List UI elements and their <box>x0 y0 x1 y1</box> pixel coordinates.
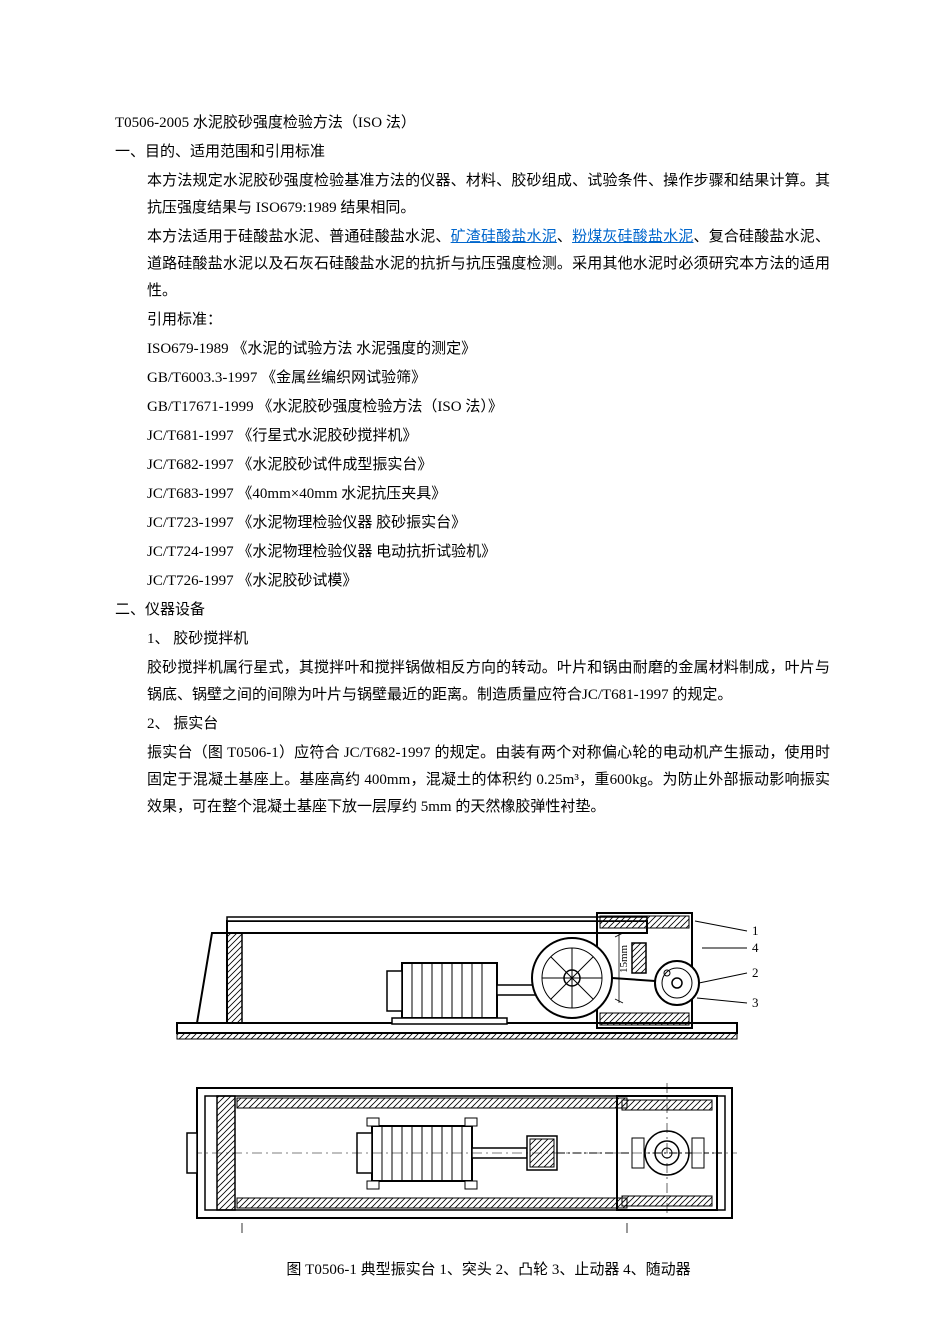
standard-item: GB/T6003.3-1997 《金属丝编织网试验筛》 <box>147 365 830 392</box>
standard-item: JC/T683-1997 《40mm×40mm 水泥抗压夹具》 <box>147 481 830 508</box>
standard-item: JC/T723-1997 《水泥物理检验仪器 胶砂振实台》 <box>147 510 830 537</box>
technical-diagram: 15mm 1 4 2 3 <box>147 863 827 1243</box>
callout-2: 2 <box>752 965 759 980</box>
standard-item: JC/T681-1997 《行星式水泥胶砂搅拌机》 <box>147 423 830 450</box>
item-1-heading: 1、 胶砂搅拌机 <box>147 626 830 653</box>
item-1-body: 胶砂搅拌机属行星式，其搅拌叶和搅拌锅做相反方向的转动。叶片和锅由耐磨的金属材料制… <box>147 655 830 709</box>
standard-item: JC/T682-1997 《水泥胶砂试件成型振实台》 <box>147 452 830 479</box>
item-2-body: 振实台（图 T0506-1）应符合 JC/T682-1997 的规定。由装有两个… <box>147 740 830 821</box>
para2-pre: 本方法适用于硅酸盐水泥、普通硅酸盐水泥、 <box>147 229 451 245</box>
figure-container: 15mm 1 4 2 3 <box>147 863 830 1279</box>
figure-caption: 图 T0506-1 典型振实台 1、突头 2、凸轮 3、止动器 4、随动器 <box>147 1258 830 1279</box>
standard-item: JC/T726-1997 《水泥胶砂试模》 <box>147 568 830 595</box>
section-1-heading: 一、目的、适用范围和引用标准 <box>115 139 830 166</box>
callout-3: 3 <box>752 995 759 1010</box>
callout-1: 1 <box>752 923 759 938</box>
link-flyash-cement[interactable]: 粉煤灰硅酸盐水泥 <box>572 229 693 245</box>
reference-standards-heading: 引用标准： <box>147 307 830 334</box>
section-1-para-2: 本方法适用于硅酸盐水泥、普通硅酸盐水泥、矿渣硅酸盐水泥、粉煤灰硅酸盐水泥、复合硅… <box>147 224 830 305</box>
section-1-para-1: 本方法规定水泥胶砂强度检验基准方法的仪器、材料、胶砂组成、试验条件、操作步骤和结… <box>147 168 830 222</box>
section-2-heading: 二、仪器设备 <box>115 597 830 624</box>
standard-item: JC/T724-1997 《水泥物理检验仪器 电动抗折试验机》 <box>147 539 830 566</box>
para2-mid: 、 <box>557 229 572 245</box>
link-slag-cement[interactable]: 矿渣硅酸盐水泥 <box>451 229 557 245</box>
standard-item: GB/T17671-1999 《水泥胶砂强度检验方法（ISO 法）》 <box>147 394 830 421</box>
document-title: T0506-2005 水泥胶砂强度检验方法（ISO 法） <box>115 110 830 137</box>
standard-item: ISO679-1989 《水泥的试验方法 水泥强度的测定》 <box>147 336 830 363</box>
dim-label: 15mm <box>618 944 630 973</box>
callout-4: 4 <box>752 940 759 955</box>
item-2-heading: 2、 振实台 <box>147 711 830 738</box>
